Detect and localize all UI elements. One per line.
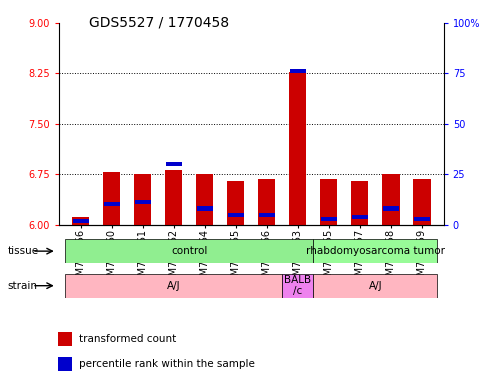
Bar <box>383 207 399 210</box>
Bar <box>289 72 307 225</box>
Bar <box>228 213 244 217</box>
Bar <box>104 202 120 207</box>
Text: BALB
/c: BALB /c <box>284 275 312 296</box>
Bar <box>58 358 72 371</box>
Bar <box>104 172 120 225</box>
Bar <box>414 217 430 221</box>
Bar <box>66 274 282 298</box>
Bar <box>165 170 182 225</box>
Text: percentile rank within the sample: percentile rank within the sample <box>79 359 254 369</box>
Bar <box>352 215 368 218</box>
Bar <box>259 213 275 217</box>
Text: control: control <box>171 246 208 256</box>
Bar <box>72 217 89 225</box>
Bar <box>314 239 437 263</box>
Bar <box>320 179 338 225</box>
Text: transformed count: transformed count <box>79 334 176 344</box>
Bar <box>282 274 314 298</box>
Bar <box>314 274 437 298</box>
Bar <box>321 217 337 221</box>
Bar <box>73 218 89 223</box>
Bar <box>383 174 399 225</box>
Bar <box>352 181 368 225</box>
Text: rhabdomyosarcoma tumor: rhabdomyosarcoma tumor <box>306 246 445 256</box>
Bar <box>414 179 430 225</box>
Text: GDS5527 / 1770458: GDS5527 / 1770458 <box>89 15 229 29</box>
Bar <box>135 174 151 225</box>
Bar <box>227 181 245 225</box>
Bar <box>66 239 314 263</box>
Text: A/J: A/J <box>167 281 181 291</box>
Bar <box>196 174 213 225</box>
Bar <box>197 207 213 210</box>
Bar <box>166 162 182 166</box>
Bar <box>58 333 72 346</box>
Bar <box>135 200 151 205</box>
Bar <box>258 179 276 225</box>
Bar <box>290 70 306 73</box>
Text: strain: strain <box>7 281 37 291</box>
Text: tissue: tissue <box>7 246 38 256</box>
Text: A/J: A/J <box>369 281 382 291</box>
